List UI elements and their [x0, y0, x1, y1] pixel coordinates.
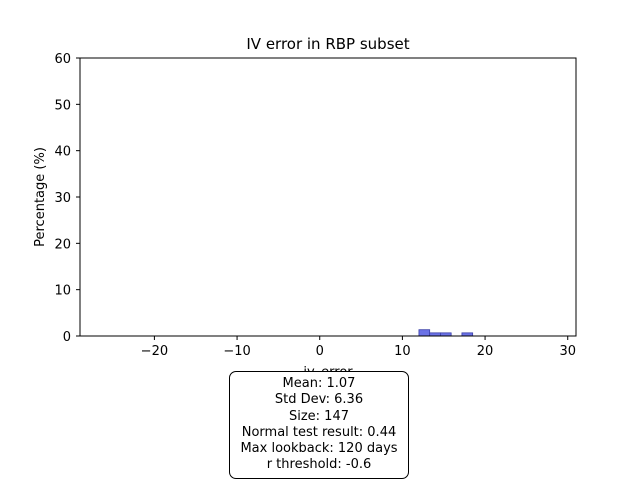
stat-max-lookback: Max lookback: 120 days: [240, 441, 398, 457]
x-tick-label: −20: [141, 344, 168, 359]
stat-r-threshold: r threshold: -0.6: [266, 457, 372, 473]
x-tick-label: 0: [316, 344, 324, 359]
y-tick-label: 10: [54, 284, 71, 299]
stats-box: Mean: 1.07 Std Dev: 6.36 Size: 147 Norma…: [229, 371, 409, 479]
y-axis-label: Percentage (%): [33, 147, 48, 247]
x-tick-label: −10: [223, 344, 250, 359]
y-tick-label: 60: [54, 52, 71, 67]
stat-size: Size: 147: [288, 408, 349, 424]
stat-mean: Mean: 1.07: [282, 376, 356, 391]
x-tick-label: 20: [477, 344, 494, 359]
y-axis-ticks: 0 10 20 30 40 50 60: [54, 52, 80, 345]
stat-std-dev: Std Dev: 6.36: [274, 392, 364, 408]
bars-layer: [418, 329, 474, 337]
histogram-bar-0: [418, 329, 431, 337]
y-tick-label: 40: [54, 145, 71, 160]
y-tick-label: 20: [54, 237, 71, 252]
y-tick-label: 30: [54, 191, 71, 206]
y-tick-label: 0: [63, 330, 71, 345]
x-tick-label: 30: [559, 344, 576, 359]
x-tick-label: 10: [394, 344, 411, 359]
plot-frame: [79, 57, 577, 337]
chart-title: IV error in RBP subset: [246, 35, 409, 53]
stat-normal-test: Normal test result: 0.44: [241, 424, 397, 440]
y-tick-label: 50: [54, 98, 71, 113]
x-axis-ticks: −20 −10 0 10 20 30: [141, 336, 576, 359]
